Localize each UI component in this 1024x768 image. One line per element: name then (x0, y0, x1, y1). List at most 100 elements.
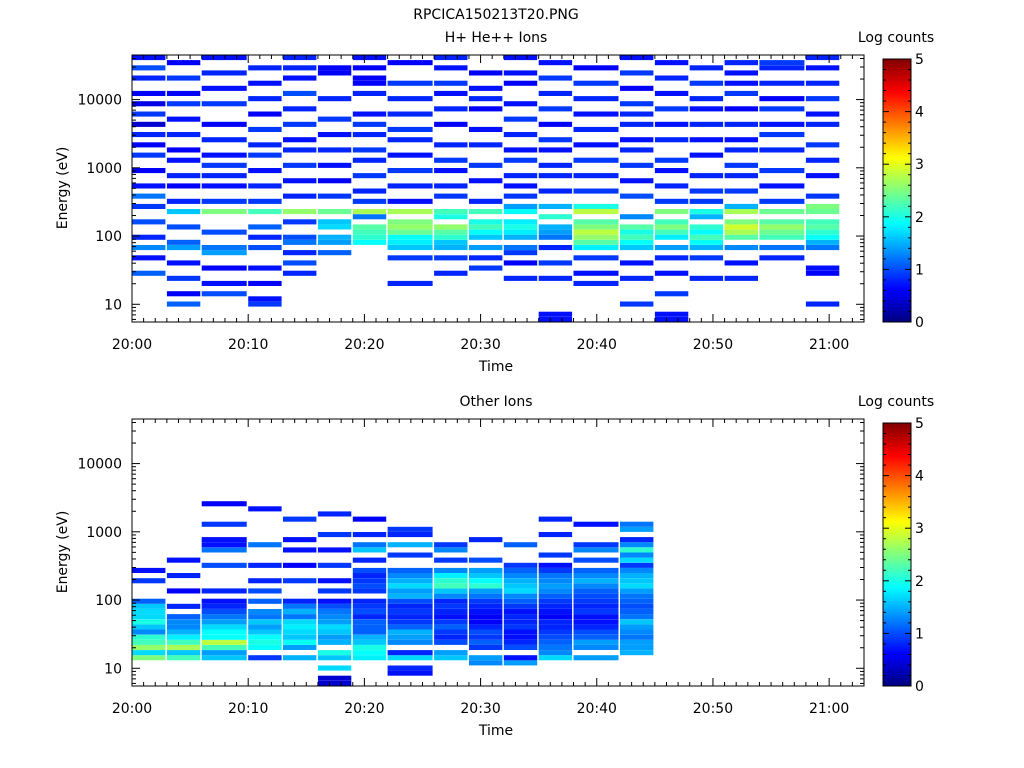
heatmap-cell (724, 229, 758, 235)
heatmap-cell (538, 60, 573, 66)
heatmap-cell (503, 562, 538, 568)
heatmap-cell (469, 85, 503, 91)
colorbar-tick-label: 2 (915, 210, 924, 226)
colorbar-label-h-he-ions: Log counts (858, 30, 934, 46)
y-axis-other-ions: 10 100 1000 10000 (77, 421, 864, 684)
heatmap-cell (538, 562, 573, 568)
heatmap-cell (573, 219, 619, 225)
heatmap-cell (201, 598, 247, 604)
heatmap-cell (166, 173, 201, 179)
heatmap-cell (434, 270, 468, 276)
heatmap-cell (352, 532, 387, 538)
heatmap-cell (201, 265, 247, 271)
heatmap-cell (759, 219, 805, 225)
heatmap-cell (689, 188, 724, 194)
heatmap-cell (201, 101, 247, 107)
heatmap-cell (201, 629, 247, 635)
heatmap-cell (201, 229, 247, 235)
heatmap-cell (620, 619, 654, 625)
heatmap-cell (538, 245, 573, 251)
heatmap-cell (538, 629, 573, 635)
heatmap-cell (620, 588, 654, 594)
heatmap-cell (573, 142, 619, 148)
heatmap-cell (132, 245, 166, 251)
heatmap-cell (654, 224, 689, 230)
y-tick-label: 10 (104, 661, 122, 677)
heatmap-cell (503, 583, 538, 589)
heatmap-cell (724, 224, 758, 230)
heatmap-cell (434, 80, 468, 86)
heatmap-cell (538, 603, 573, 609)
heatmap-cell (201, 562, 247, 568)
heatmap-cell (620, 624, 654, 630)
heatmap-cell (387, 619, 433, 625)
heatmap-cell (469, 178, 503, 184)
heatmap-cell (166, 275, 201, 281)
heatmap-cell (201, 70, 247, 76)
heatmap-cell (434, 578, 468, 584)
heatmap-cell (538, 234, 573, 240)
x-axis-other-ions: 20:00 20:10 20:20 20:30 20:40 20:50 21:00 (112, 419, 865, 717)
heatmap-cell (724, 245, 758, 251)
heatmap-cell (620, 234, 654, 240)
x-tick-label: 20:10 (228, 701, 268, 717)
heatmap-cell (387, 80, 433, 86)
heatmap-cell (317, 614, 352, 620)
heatmap-cell (759, 229, 805, 235)
heatmap-cell (434, 593, 468, 599)
heatmap-cell (538, 147, 573, 153)
panel-title-h-he-ions: H+ He++ Ions (445, 30, 548, 46)
heatmap-cell (387, 229, 433, 235)
heatmap-cell (654, 75, 689, 81)
heatmap-cell (724, 162, 758, 168)
heatmap-cell (317, 239, 352, 245)
heatmap-cell (317, 234, 352, 240)
heatmap-cell (352, 224, 387, 230)
heatmap-cell (132, 567, 166, 573)
heatmap-cell (805, 173, 840, 179)
colorbar-tick-label: 4 (915, 469, 924, 485)
heatmap-cell (317, 629, 352, 635)
heatmap-cell (387, 152, 433, 158)
heatmap-cell (689, 234, 724, 240)
heatmap-cell (538, 655, 573, 661)
colorbar-gradient (882, 58, 912, 323)
heatmap-cell (620, 567, 654, 573)
heatmap-cell (132, 629, 166, 635)
heatmap-cell (620, 111, 654, 117)
heatmap-cell (387, 629, 433, 635)
heatmap-cell (805, 65, 840, 71)
heatmap-cell (283, 655, 317, 661)
heatmap-cell (724, 209, 758, 215)
heatmap-cell (201, 537, 247, 543)
heatmap-cell (201, 650, 247, 656)
heatmap-cell (724, 60, 758, 66)
heatmap-cell (724, 188, 758, 194)
y-tick-label: 100 (95, 593, 122, 609)
heatmap-cell (573, 609, 619, 615)
heatmap-cell (503, 250, 538, 256)
heatmap-cell (573, 655, 619, 661)
heatmap-cell (434, 614, 468, 620)
x-tick-label: 21:00 (809, 701, 849, 717)
heatmap-cell (387, 650, 433, 656)
heatmap-cell (166, 209, 201, 215)
heatmap-cell (469, 96, 503, 102)
heatmap-cell (434, 229, 468, 235)
heatmap-cell (573, 280, 619, 286)
heatmap-cell (503, 624, 538, 630)
heatmap-cell (805, 142, 840, 148)
heatmap-cell (469, 537, 503, 543)
heatmap-cell (166, 60, 201, 66)
heatmap-cell (283, 260, 317, 266)
heatmap-cell (620, 101, 654, 107)
heatmap-cell (689, 255, 724, 261)
heatmap-cell (352, 75, 387, 81)
heatmap-cell (283, 239, 317, 245)
heatmap-cell (573, 639, 619, 645)
heatmap-cell (724, 173, 758, 179)
heatmap-cell (538, 598, 573, 604)
heatmap-cell (166, 650, 201, 656)
heatmap-cell (283, 537, 317, 543)
heatmap-cell (654, 157, 689, 163)
